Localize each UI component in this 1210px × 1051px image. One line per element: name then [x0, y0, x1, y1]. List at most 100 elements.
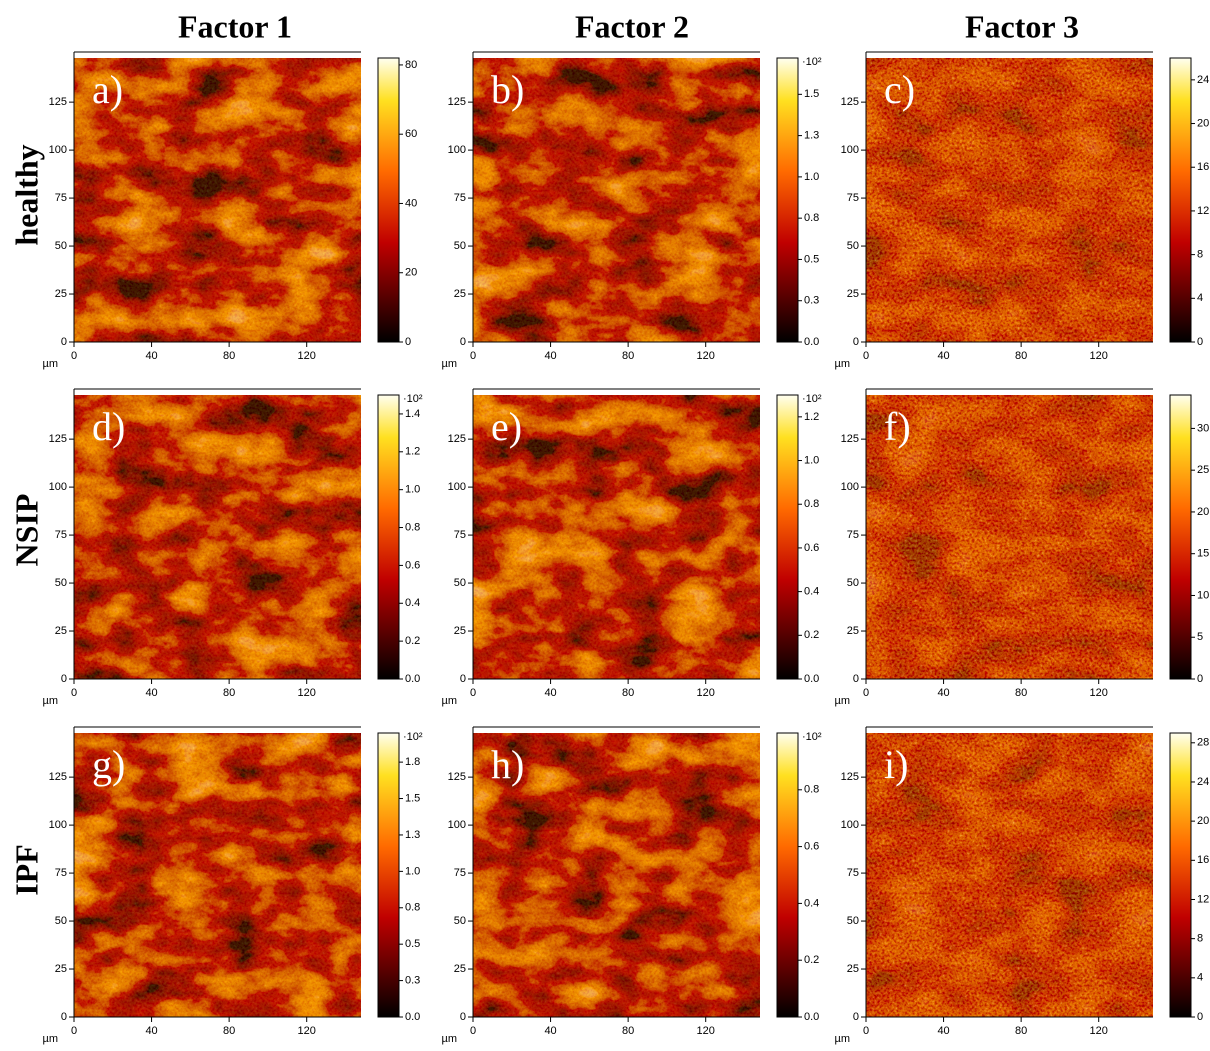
colorbar-tick-label: 4: [1197, 292, 1203, 304]
x-tick-label: 0: [71, 1025, 77, 1037]
x-tick-label: 0: [863, 1025, 869, 1037]
colorbar-tick-label: 1.3: [405, 829, 420, 841]
colorbar: [378, 733, 399, 1017]
x-tick-label: 120: [697, 350, 715, 362]
x-tick-label: 40: [544, 350, 556, 362]
colorbar-tick-label: 1.2: [804, 411, 819, 423]
colorbar-tick-label: 8: [1197, 933, 1203, 945]
y-tick-label: 25: [847, 625, 859, 637]
colorbar-tick-label: 60: [405, 128, 417, 140]
colorbar: [1170, 395, 1191, 679]
x-tick-label: 80: [622, 1025, 634, 1037]
x-tick-label: 120: [697, 1025, 715, 1037]
x-tick-label: 40: [145, 687, 157, 699]
x-unit: µm: [42, 1033, 58, 1045]
x-tick-label: 120: [1090, 687, 1108, 699]
panel-label: i): [884, 742, 908, 787]
colorbar: [378, 58, 399, 342]
colorbar-tick-label: 12: [1197, 893, 1209, 905]
y-tick-label: 100: [841, 144, 859, 156]
x-tick-label: 120: [298, 1025, 316, 1037]
y-tick-label: 125: [841, 433, 859, 445]
colorbar: [777, 395, 798, 679]
x-tick-label: 0: [470, 350, 476, 362]
colorbar-multiplier: ·10²: [403, 393, 423, 405]
x-tick-label: 40: [937, 1025, 949, 1037]
y-tick-label: 0: [61, 1011, 67, 1023]
colorbar-tick-label: 80: [405, 59, 417, 71]
y-tick-label: 25: [454, 288, 466, 300]
colorbar-tick-label: 10: [1197, 589, 1209, 601]
column-title: Factor 1: [178, 8, 292, 44]
y-tick-label: 75: [454, 529, 466, 541]
x-tick-label: 0: [71, 350, 77, 362]
colorbar-tick-label: 0.4: [405, 597, 420, 609]
colorbar-tick-label: 28: [1197, 737, 1209, 749]
colorbar: [1170, 58, 1191, 342]
colorbar-tick-label: 1.8: [405, 756, 420, 768]
panel-label: f): [884, 404, 911, 449]
colorbar-tick-label: 0.0: [405, 673, 420, 685]
panel-label: d): [92, 404, 125, 449]
y-tick-label: 0: [460, 336, 466, 348]
y-tick-label: 75: [55, 867, 67, 879]
colorbar-tick-label: 0.6: [405, 559, 420, 571]
y-tick-label: 100: [841, 481, 859, 493]
column-title: Factor 2: [575, 8, 689, 44]
colorbar-tick-label: 0.0: [405, 1011, 420, 1023]
y-tick-label: 125: [841, 771, 859, 783]
colorbar-tick-label: 25: [1197, 464, 1209, 476]
colorbar-tick-label: 1.4: [405, 408, 420, 420]
colorbar-multiplier: ·10²: [403, 731, 423, 743]
x-tick-label: 40: [937, 687, 949, 699]
colorbar-tick-label: 0.5: [804, 253, 819, 265]
y-tick-label: 0: [61, 673, 67, 685]
y-tick-label: 0: [853, 1011, 859, 1023]
y-tick-label: 50: [454, 915, 466, 927]
y-tick-label: 100: [448, 481, 466, 493]
y-tick-label: 75: [847, 192, 859, 204]
x-unit: µm: [441, 695, 457, 707]
x-unit: µm: [441, 358, 457, 370]
x-unit: µm: [42, 358, 58, 370]
y-tick-label: 50: [847, 240, 859, 252]
x-tick-label: 80: [223, 1025, 235, 1037]
colorbar-tick-label: 1.5: [405, 792, 420, 804]
colorbar-tick-label: 0.4: [804, 897, 819, 909]
y-tick-label: 125: [448, 771, 466, 783]
x-tick-label: 80: [223, 350, 235, 362]
colorbar-tick-label: 1.2: [405, 446, 420, 458]
y-tick-label: 100: [49, 144, 67, 156]
colorbar-tick-label: 20: [405, 267, 417, 279]
colorbar-tick-label: 0.8: [405, 521, 420, 533]
colorbar-tick-label: 5: [1197, 631, 1203, 643]
y-tick-label: 25: [55, 625, 67, 637]
colorbar-tick-label: 15: [1197, 548, 1209, 560]
y-tick-label: 50: [847, 915, 859, 927]
x-tick-label: 40: [145, 1025, 157, 1037]
y-tick-label: 75: [454, 192, 466, 204]
colorbar-tick-label: 0.6: [804, 542, 819, 554]
colorbar-tick-label: 24: [1197, 74, 1209, 86]
y-tick-label: 100: [49, 819, 67, 831]
x-tick-label: 0: [470, 687, 476, 699]
colorbar-tick-label: 1.0: [405, 865, 420, 877]
panel-label: e): [491, 404, 522, 449]
x-tick-label: 0: [470, 1025, 476, 1037]
row-title: healthy: [8, 144, 44, 245]
row-title: NSIP: [8, 494, 44, 567]
y-tick-label: 50: [55, 577, 67, 589]
colorbar-tick-label: 24: [1197, 776, 1209, 788]
x-unit: µm: [441, 1033, 457, 1045]
colorbar: [1170, 733, 1191, 1017]
colorbar-tick-label: 16: [1197, 161, 1209, 173]
y-tick-label: 75: [454, 867, 466, 879]
x-tick-label: 40: [544, 687, 556, 699]
colorbar-tick-label: 0: [405, 336, 411, 348]
y-tick-label: 50: [454, 577, 466, 589]
x-unit: µm: [834, 358, 850, 370]
x-tick-label: 0: [863, 687, 869, 699]
colorbar-tick-label: 12: [1197, 205, 1209, 217]
y-tick-label: 25: [55, 963, 67, 975]
y-tick-label: 100: [841, 819, 859, 831]
